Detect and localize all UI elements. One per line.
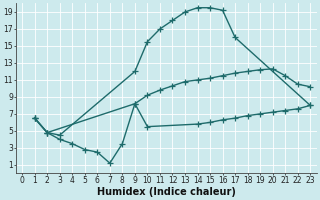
X-axis label: Humidex (Indice chaleur): Humidex (Indice chaleur) (97, 187, 236, 197)
